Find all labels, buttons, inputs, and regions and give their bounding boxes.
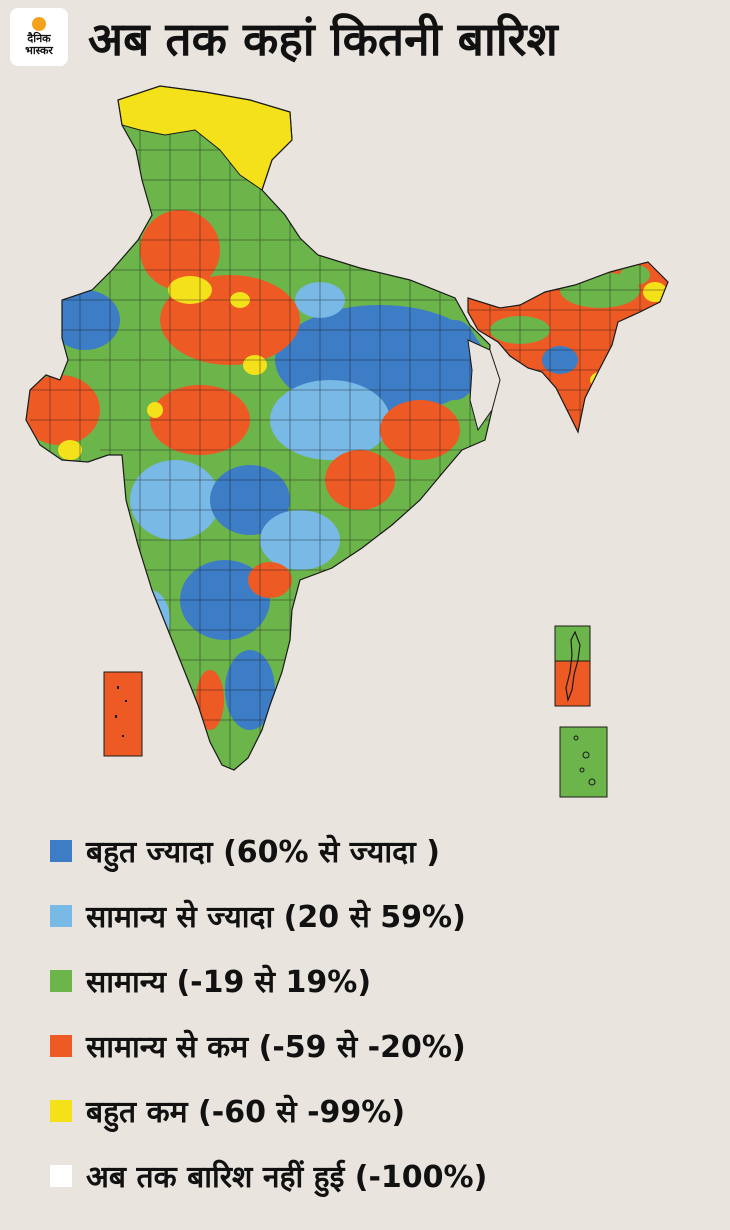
logo-line1: दैनिक (27, 32, 51, 45)
andaman-islands (565, 630, 581, 703)
legend-item: सामान्य से कम (-59 से -20%) (50, 1013, 720, 1078)
india-outline (25, 85, 493, 771)
nicobar-inset (559, 726, 608, 798)
legend-item: अब तक बारिश नहीं हुई (-100%) (50, 1143, 720, 1208)
sun-icon (32, 17, 46, 31)
legend-item: बहुत कम (-60 से -99%) (50, 1078, 720, 1143)
legend-label: बहुत ज्यादा (60% से ज्यादा ) (86, 835, 440, 870)
nicobar-islands (573, 735, 596, 786)
legend-swatch (50, 1099, 72, 1122)
map-svg (25, 85, 669, 798)
legend-label: सामान्य (-19 से 19%) (86, 965, 372, 1000)
legend-swatch (50, 969, 72, 992)
legend-swatch (50, 839, 72, 862)
legend-label: बहुत कम (-60 से -99%) (86, 1095, 406, 1130)
logo-line2: भास्कर (25, 44, 53, 57)
northeast-outline (467, 261, 669, 434)
lakshadweep-islands (115, 686, 127, 737)
legend-item: सामान्य से ज्यादा (20 से 59%) (50, 883, 720, 948)
legend-swatch (50, 1164, 72, 1187)
legend-swatch (50, 1034, 72, 1057)
legend-label: सामान्य से कम (-59 से -20%) (86, 1030, 466, 1065)
legend-label: सामान्य से ज्यादा (20 से 59%) (86, 900, 466, 935)
legend-swatch (50, 904, 72, 927)
legend-item: सामान्य (-19 से 19%) (50, 948, 720, 1013)
lakshadweep-inset (103, 671, 143, 757)
legend-item: बहुत ज्यादा (60% से ज्यादा ) (50, 818, 720, 883)
dainik-bhaskar-logo: दैनिक भास्कर (10, 8, 68, 66)
header: दैनिक भास्कर अब तक कहां कितनी बारिश (0, 0, 730, 78)
bangladesh-gap (467, 339, 501, 432)
india-rainfall-map (0, 78, 730, 820)
legend: बहुत ज्यादा (60% से ज्यादा ) सामान्य से … (50, 818, 720, 1208)
legend-label: अब तक बारिश नहीं हुई (-100%) (86, 1160, 488, 1195)
northeast-districts (468, 262, 668, 432)
page-title: अब तक कहां कितनी बारिश (88, 12, 558, 66)
